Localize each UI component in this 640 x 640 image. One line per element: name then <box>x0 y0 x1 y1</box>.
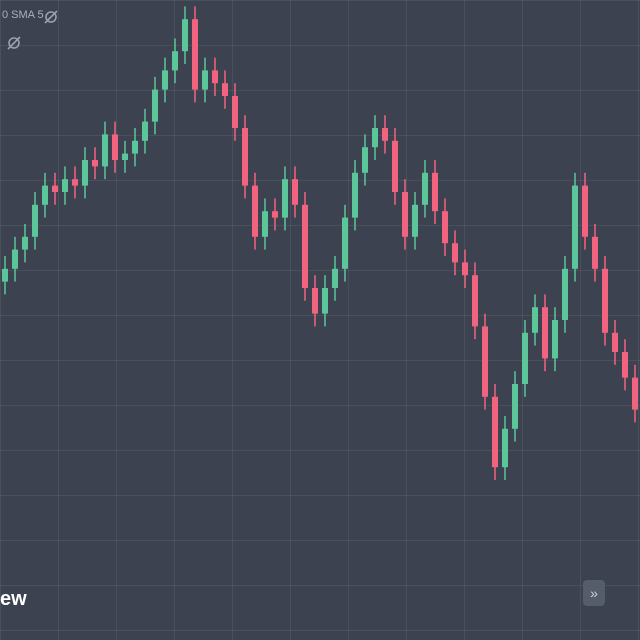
candle-body <box>222 83 228 96</box>
candle-body <box>512 384 518 429</box>
eye-icon[interactable] <box>7 36 21 50</box>
candle-body <box>312 288 318 314</box>
candle-body <box>472 275 478 327</box>
candle-body <box>22 236 28 250</box>
candle-body <box>542 307 548 359</box>
candle-body <box>402 192 408 237</box>
candle-body <box>162 70 168 90</box>
candle-body <box>382 128 388 141</box>
candle-body <box>132 140 138 154</box>
candle-body <box>122 153 128 160</box>
candle-body <box>262 211 268 237</box>
candle-body <box>172 51 178 71</box>
candle-body <box>632 377 638 410</box>
candle-body <box>252 185 258 237</box>
candle-body <box>42 185 48 205</box>
candle-body <box>302 204 308 288</box>
candle-body <box>552 320 558 359</box>
candle-body <box>622 352 628 378</box>
scroll-button[interactable]: » <box>583 580 605 606</box>
candle-body <box>342 217 348 269</box>
candle-body <box>282 179 288 218</box>
candle-body <box>32 204 38 237</box>
candle-body <box>202 70 208 90</box>
candle-body <box>322 288 328 314</box>
candle-body <box>352 172 358 218</box>
logo: ew <box>0 588 27 610</box>
candle-body <box>392 140 398 192</box>
candle-body <box>592 236 598 269</box>
candle-body <box>462 262 468 276</box>
candle-body <box>532 307 538 333</box>
candle-body <box>92 160 98 167</box>
candle-body <box>562 268 568 320</box>
candle-body <box>62 179 68 192</box>
candle-body <box>502 428 508 468</box>
candle-body <box>362 147 368 173</box>
candle-body <box>292 179 298 205</box>
candle-body <box>142 121 148 141</box>
candle-body <box>372 128 378 148</box>
candle-body <box>272 211 278 218</box>
candle-body <box>102 134 108 167</box>
candle-body <box>12 249 18 269</box>
candle-body <box>242 128 248 186</box>
candle-body <box>192 19 198 90</box>
candle-body <box>52 185 58 192</box>
candle-body <box>72 179 78 186</box>
candle-body <box>602 268 608 333</box>
candle-body <box>432 172 438 212</box>
candle-body <box>412 204 418 237</box>
candle-body <box>572 185 578 269</box>
candle-body <box>212 70 218 84</box>
candle-body <box>522 332 528 384</box>
candle-body <box>2 268 8 282</box>
candle-body <box>152 89 158 122</box>
candle-body <box>332 268 338 288</box>
candle-body <box>582 185 588 237</box>
candle-body <box>82 160 88 186</box>
candle-body <box>612 332 618 352</box>
candle-body <box>442 211 448 244</box>
candle-body <box>492 396 498 468</box>
candle-body <box>182 19 188 52</box>
eye-icon[interactable] <box>44 10 58 24</box>
candle-body <box>112 134 118 160</box>
candle-body <box>482 326 488 397</box>
candle-body <box>422 172 428 205</box>
candle-body <box>452 243 458 263</box>
candle-body <box>232 96 238 128</box>
indicator-label: 0 SMA 5 <box>2 9 44 21</box>
